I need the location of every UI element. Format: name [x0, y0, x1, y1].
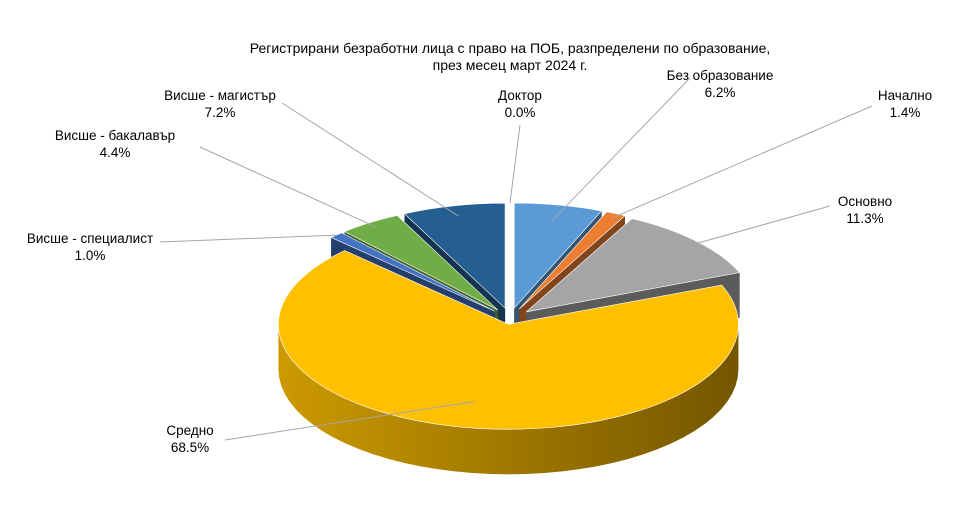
data-label-name-basic: Основно — [838, 194, 892, 209]
leader-line-basic — [679, 205, 831, 249]
data-label-value-higher-bachelor: 4.4% — [100, 145, 131, 160]
slice-top-higher-bachelor — [343, 215, 498, 311]
leader-line-primary — [610, 105, 873, 219]
leader-line-higher-bachelor — [199, 146, 377, 228]
leader-line-higher-specialist — [159, 234, 337, 243]
pie-tops — [278, 202, 741, 430]
data-label-value-higher-specialist: 1.0% — [75, 248, 106, 263]
leader-line-no-education — [551, 77, 691, 221]
leader-line-secondary — [224, 401, 475, 441]
data-label-value-secondary: 68.5% — [171, 440, 209, 455]
leader-line-higher-master — [281, 102, 459, 217]
chart-title: Регистрирани безработни лица с право на … — [200, 40, 820, 74]
data-label-name-higher-bachelor: Висше - бакалавър — [55, 128, 175, 143]
data-label-value-primary: 1.4% — [890, 105, 921, 120]
slice-top-primary — [519, 211, 626, 310]
slice-top-secondary — [278, 250, 739, 430]
leader-lines — [159, 77, 873, 441]
slice-top-basic — [525, 218, 741, 313]
data-label-value-basic: 11.3% — [846, 211, 883, 226]
chart-title-line-2: през месец март 2024 г. — [432, 57, 588, 73]
data-label-name-higher-master: Висше - магистър — [164, 88, 276, 103]
data-label-name-higher-specialist: Висше - специалист — [27, 231, 153, 246]
data-label-name-doctor: Доктор — [498, 88, 542, 103]
slice-top-higher-master — [403, 202, 506, 309]
data-label-value-no-education: 6.2% — [705, 85, 736, 100]
chart-title-line-1: Регистрирани безработни лица с право на … — [249, 40, 771, 56]
slice-top-no-education — [513, 202, 603, 309]
data-labels: Без образование 6.2% Начално 1.4% Основно 11.… — [27, 68, 932, 455]
data-label-value-higher-master: 7.2% — [205, 105, 236, 120]
data-label-value-doctor: 0.0% — [505, 105, 536, 120]
slice-outer-wall-secondary — [278, 324, 739, 475]
data-label-name-secondary: Средно — [166, 423, 213, 438]
data-label-name-primary: Начално — [878, 88, 932, 103]
data-label-name-no-education: Без образование — [667, 68, 774, 83]
leader-line-doctor — [509, 124, 521, 203]
